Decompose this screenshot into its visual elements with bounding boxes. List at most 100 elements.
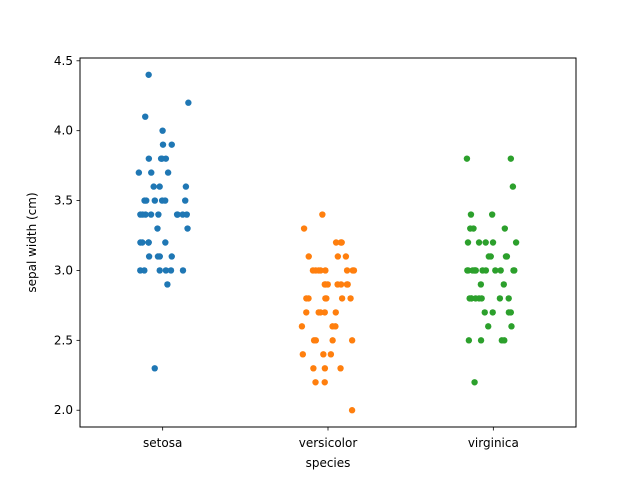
data-point-versicolor	[317, 309, 324, 316]
data-point-virginica	[489, 309, 496, 316]
data-point-versicolor	[300, 225, 308, 232]
data-point-virginica	[475, 239, 483, 246]
data-point-setosa	[157, 155, 165, 162]
data-point-virginica	[508, 323, 515, 330]
data-point-versicolor	[298, 323, 306, 330]
data-point-versicolor	[303, 309, 310, 316]
data-point-setosa	[159, 127, 166, 134]
data-point-virginica	[468, 295, 475, 302]
data-point-setosa	[156, 253, 163, 260]
data-point-setosa	[164, 281, 171, 288]
data-point-setosa	[145, 253, 153, 260]
x-tick-label: setosa	[143, 436, 182, 450]
data-point-virginica	[467, 211, 475, 218]
data-point-versicolor	[332, 239, 340, 246]
data-point-virginica	[510, 267, 517, 274]
data-point-setosa	[148, 169, 155, 176]
data-point-versicolor	[334, 253, 342, 260]
data-point-virginica	[481, 309, 488, 316]
data-point-versicolor	[342, 253, 350, 260]
data-point-virginica	[471, 379, 478, 386]
data-point-virginica	[485, 323, 492, 330]
data-point-setosa	[164, 169, 172, 176]
data-point-virginica	[467, 225, 474, 232]
data-point-versicolor	[350, 267, 358, 274]
data-point-virginica	[500, 281, 507, 288]
data-point-virginica	[482, 267, 490, 274]
data-point-setosa	[156, 183, 163, 190]
data-point-virginica	[469, 267, 476, 274]
data-point-setosa	[145, 155, 153, 162]
data-point-versicolor	[337, 365, 344, 372]
data-point-versicolor	[317, 267, 324, 274]
x-tick-label: versicolor	[299, 436, 358, 450]
data-point-versicolor	[343, 267, 351, 274]
x-axis-label: species	[306, 456, 351, 470]
data-point-versicolor	[310, 365, 317, 372]
data-point-virginica	[477, 281, 485, 288]
data-point-setosa	[141, 267, 148, 274]
data-point-versicolor	[312, 267, 319, 274]
data-point-setosa	[179, 267, 187, 274]
data-point-versicolor	[329, 337, 336, 344]
y-axis-label: sepal width (cm)	[25, 192, 39, 292]
data-point-versicolor	[305, 295, 312, 302]
data-point-versicolor	[347, 295, 354, 302]
data-point-virginica	[492, 267, 499, 274]
data-point-setosa	[142, 113, 149, 120]
data-point-setosa	[143, 197, 150, 204]
data-point-versicolor	[332, 309, 339, 316]
data-point-virginica	[497, 267, 504, 274]
data-point-setosa	[135, 169, 143, 176]
data-point-versicolor	[322, 281, 329, 288]
data-point-virginica	[482, 239, 489, 246]
y-tick-label: 2.0	[54, 403, 73, 417]
data-point-virginica	[488, 211, 496, 218]
data-point-versicolor	[305, 253, 312, 260]
data-point-versicolor	[329, 323, 336, 330]
plot-area	[135, 71, 520, 414]
data-point-setosa	[156, 267, 163, 274]
y-tick-label: 3.5	[54, 194, 73, 208]
data-point-versicolor	[327, 351, 335, 358]
data-point-setosa	[139, 211, 146, 218]
data-point-setosa	[182, 183, 190, 190]
y-tick-label: 4.0	[54, 124, 73, 138]
data-point-virginica	[489, 239, 497, 246]
x-tick-label: virginica	[468, 436, 519, 450]
data-point-virginica	[507, 155, 515, 162]
data-point-setosa	[147, 211, 155, 218]
y-tick-label: 3.0	[54, 263, 73, 277]
data-point-setosa	[151, 197, 159, 204]
data-point-setosa	[182, 197, 189, 204]
data-point-setosa	[185, 99, 192, 106]
data-point-setosa	[161, 197, 169, 204]
data-point-virginica	[464, 239, 472, 246]
data-point-setosa	[151, 365, 158, 372]
data-point-versicolor	[312, 337, 320, 344]
y-axis-ticks: 2.0 2.5 3.0 3.5 4.0 4.5	[54, 54, 80, 417]
data-point-virginica	[464, 267, 471, 274]
data-point-setosa	[183, 211, 190, 218]
data-point-setosa	[168, 253, 175, 260]
data-point-virginica	[463, 155, 471, 162]
data-point-versicolor	[319, 211, 326, 218]
data-point-virginica	[498, 337, 506, 344]
data-point-virginica	[465, 337, 473, 344]
y-tick-label: 4.5	[54, 54, 73, 68]
data-point-virginica	[509, 183, 517, 190]
data-point-versicolor	[338, 295, 346, 302]
data-point-virginica	[502, 253, 510, 260]
data-point-setosa	[137, 239, 144, 246]
data-point-virginica	[477, 337, 485, 344]
data-point-setosa	[155, 211, 162, 218]
data-point-versicolor	[348, 407, 356, 414]
data-point-virginica	[487, 253, 494, 260]
data-point-versicolor	[322, 267, 329, 274]
x-axis-ticks: setosa versicolor virginica	[143, 427, 519, 450]
y-tick-label: 2.5	[54, 333, 73, 347]
axes-frame	[79, 57, 577, 428]
data-point-setosa	[167, 267, 175, 274]
data-point-setosa	[159, 141, 167, 148]
